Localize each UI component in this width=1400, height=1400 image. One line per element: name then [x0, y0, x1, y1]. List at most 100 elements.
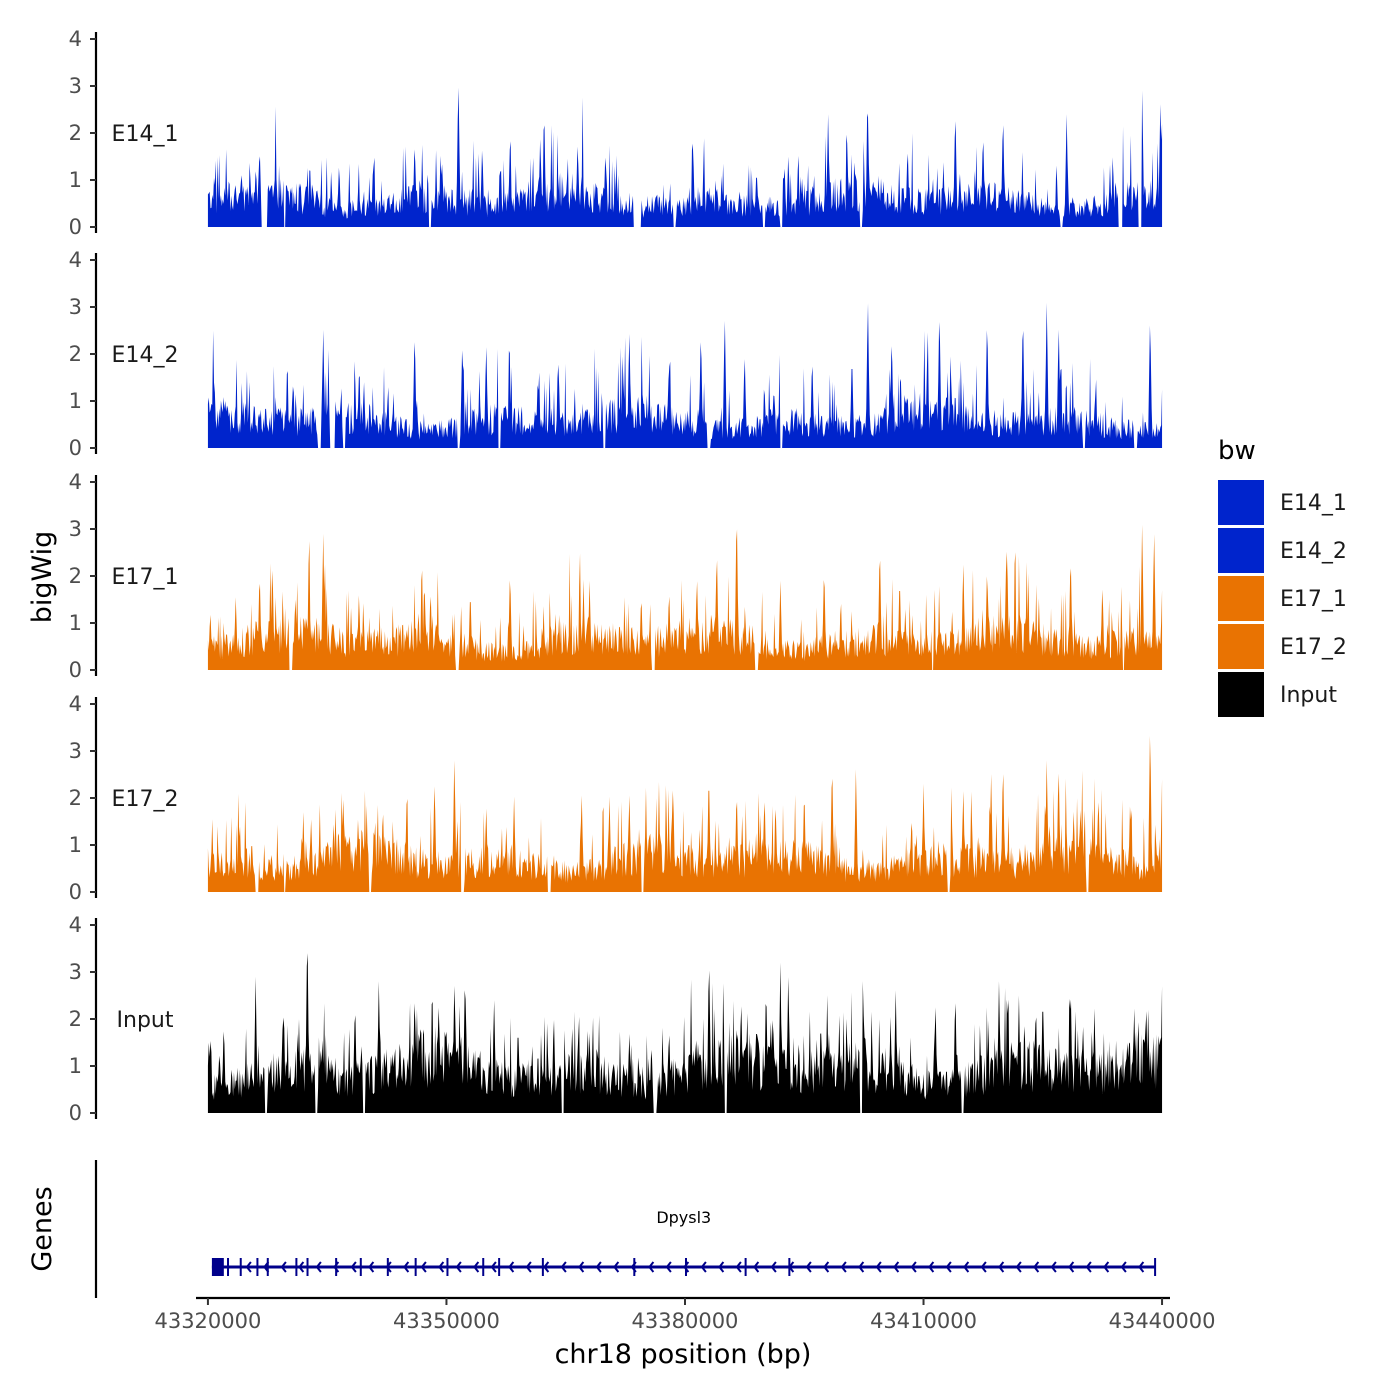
strand-chevron [473, 1261, 480, 1273]
x-ticks: 43320000 43350000 43380000 43410000 43440000 [154, 1298, 1215, 1333]
x-tick-label: 43320000 [154, 1309, 261, 1333]
strand-chevron [1033, 1261, 1040, 1273]
y-tick-label: 0 [69, 1101, 82, 1125]
gene-exon [256, 1258, 259, 1276]
track-E17_1: 0 1 2 3 4 E17_1 [69, 470, 1163, 682]
gene-exon [386, 1258, 389, 1276]
y-tick-label: 4 [69, 913, 82, 937]
track-Input: 0 1 2 3 4 Input [69, 913, 1163, 1125]
legend-entry-Input: Input [1218, 672, 1337, 717]
legend-entry-E14_2: E14_2 [1218, 528, 1347, 573]
strand-chevron [998, 1261, 1005, 1273]
legend-swatch [1218, 672, 1264, 717]
strand-chevron [805, 1261, 812, 1273]
y-tick-label: 0 [69, 880, 82, 904]
y-tick-label: 0 [69, 436, 82, 460]
strand-chevron [1050, 1261, 1057, 1273]
strand-chevron [420, 1261, 427, 1273]
strand-chevron [1138, 1261, 1145, 1273]
genes-panel: Genes Dpysl3 [27, 1160, 1157, 1298]
x-tick-label: 43380000 [632, 1309, 739, 1333]
legend-swatch [1218, 480, 1264, 525]
strand-chevron [1015, 1261, 1022, 1273]
gene-exon [1154, 1258, 1157, 1276]
signal-area-E14_2 [207, 302, 1163, 448]
strand-chevron [543, 1261, 550, 1273]
strand-chevron [315, 1261, 322, 1273]
gene-exon [482, 1258, 485, 1276]
strand-chevron [665, 1261, 672, 1273]
gene-name: Dpysl3 [656, 1208, 711, 1227]
strand-chevron [718, 1261, 725, 1273]
strand-chevron [1103, 1261, 1110, 1273]
strand-chevron [350, 1261, 357, 1273]
signal-tracks: 0 1 2 3 4 E14_1 0 1 2 3 4 E14_2 0 1 2 3 4 E17_1 0 1 2 3 4 E17_2… [69, 27, 1163, 1125]
y-tick-label: 3 [69, 517, 82, 541]
x-tick-label: 43350000 [393, 1309, 500, 1333]
gene-exon [239, 1258, 242, 1276]
y-tick-label: 4 [69, 470, 82, 494]
genes-panel-label: Genes [27, 1186, 58, 1271]
strand-chevron [245, 1261, 252, 1273]
track-E17_2: 0 1 2 3 4 E17_2 [69, 692, 1163, 904]
y-tick-label: 1 [69, 389, 82, 413]
track-E14_2: 0 1 2 3 4 E14_2 [69, 248, 1163, 460]
y-tick-label: 1 [69, 833, 82, 857]
strand-chevron [490, 1261, 497, 1273]
strand-chevron [613, 1261, 620, 1273]
y-tick-label: 2 [69, 1007, 82, 1031]
y-tick-label: 2 [69, 342, 82, 366]
legend-title: bw [1218, 436, 1256, 466]
signal-area-E17_2 [207, 735, 1163, 892]
y-tick-label: 1 [69, 168, 82, 192]
strand-chevron [1120, 1261, 1127, 1273]
signal-area-Input [207, 953, 1163, 1113]
gene-exon [306, 1258, 309, 1276]
y-tick-label: 1 [69, 611, 82, 635]
gene-Dpysl3: Dpysl3 [211, 1208, 1157, 1276]
strand-chevron [508, 1261, 515, 1273]
legend-label: E17_1 [1280, 587, 1347, 612]
strand-chevron [858, 1261, 865, 1273]
strand-chevron [438, 1261, 445, 1273]
legend-entry-E14_1: E14_1 [1218, 480, 1347, 525]
gene-exon [541, 1258, 544, 1276]
strand-chevron [1068, 1261, 1075, 1273]
track-label: E14_2 [112, 343, 179, 368]
x-axis-title: chr18 position (bp) [555, 1339, 812, 1370]
legend-entries: E14_1 E14_2 E17_1 E17_2 Input [1218, 480, 1347, 717]
gene-exon [498, 1258, 501, 1276]
strand-chevron [595, 1261, 602, 1273]
strand-chevron [298, 1261, 305, 1273]
y-tick-label: 4 [69, 27, 82, 51]
x-tick-label: 43410000 [870, 1309, 977, 1333]
gene-exon [684, 1258, 687, 1276]
legend-swatch [1218, 576, 1264, 621]
strand-chevron [910, 1261, 917, 1273]
legend: bw E14_1 E14_2 E17_1 E17_2 Input [1218, 436, 1347, 717]
gene-exon [744, 1258, 747, 1276]
gene-exon [295, 1258, 298, 1276]
legend-entry-E17_1: E17_1 [1218, 576, 1347, 621]
signal-area-E14_1 [207, 87, 1163, 228]
strand-chevron [963, 1261, 970, 1273]
strand-chevron [700, 1261, 707, 1273]
strand-chevron [455, 1261, 462, 1273]
strand-chevron [875, 1261, 882, 1273]
strand-chevron [578, 1261, 585, 1273]
signal-area-E17_1 [207, 524, 1163, 670]
gene-exon [446, 1258, 449, 1276]
x-tick-label: 43440000 [1109, 1309, 1216, 1333]
strand-chevron [893, 1261, 900, 1273]
strand-chevron [735, 1261, 742, 1273]
y-tick-label: 2 [69, 786, 82, 810]
track-label: E17_1 [112, 565, 179, 590]
y-tick-label: 3 [69, 739, 82, 763]
y-tick-label: 3 [69, 74, 82, 98]
gene-exon [633, 1258, 636, 1276]
legend-entry-E17_2: E17_2 [1218, 624, 1347, 669]
strand-chevron [525, 1261, 532, 1273]
strand-chevron [280, 1261, 287, 1273]
gene-exon [788, 1258, 791, 1276]
